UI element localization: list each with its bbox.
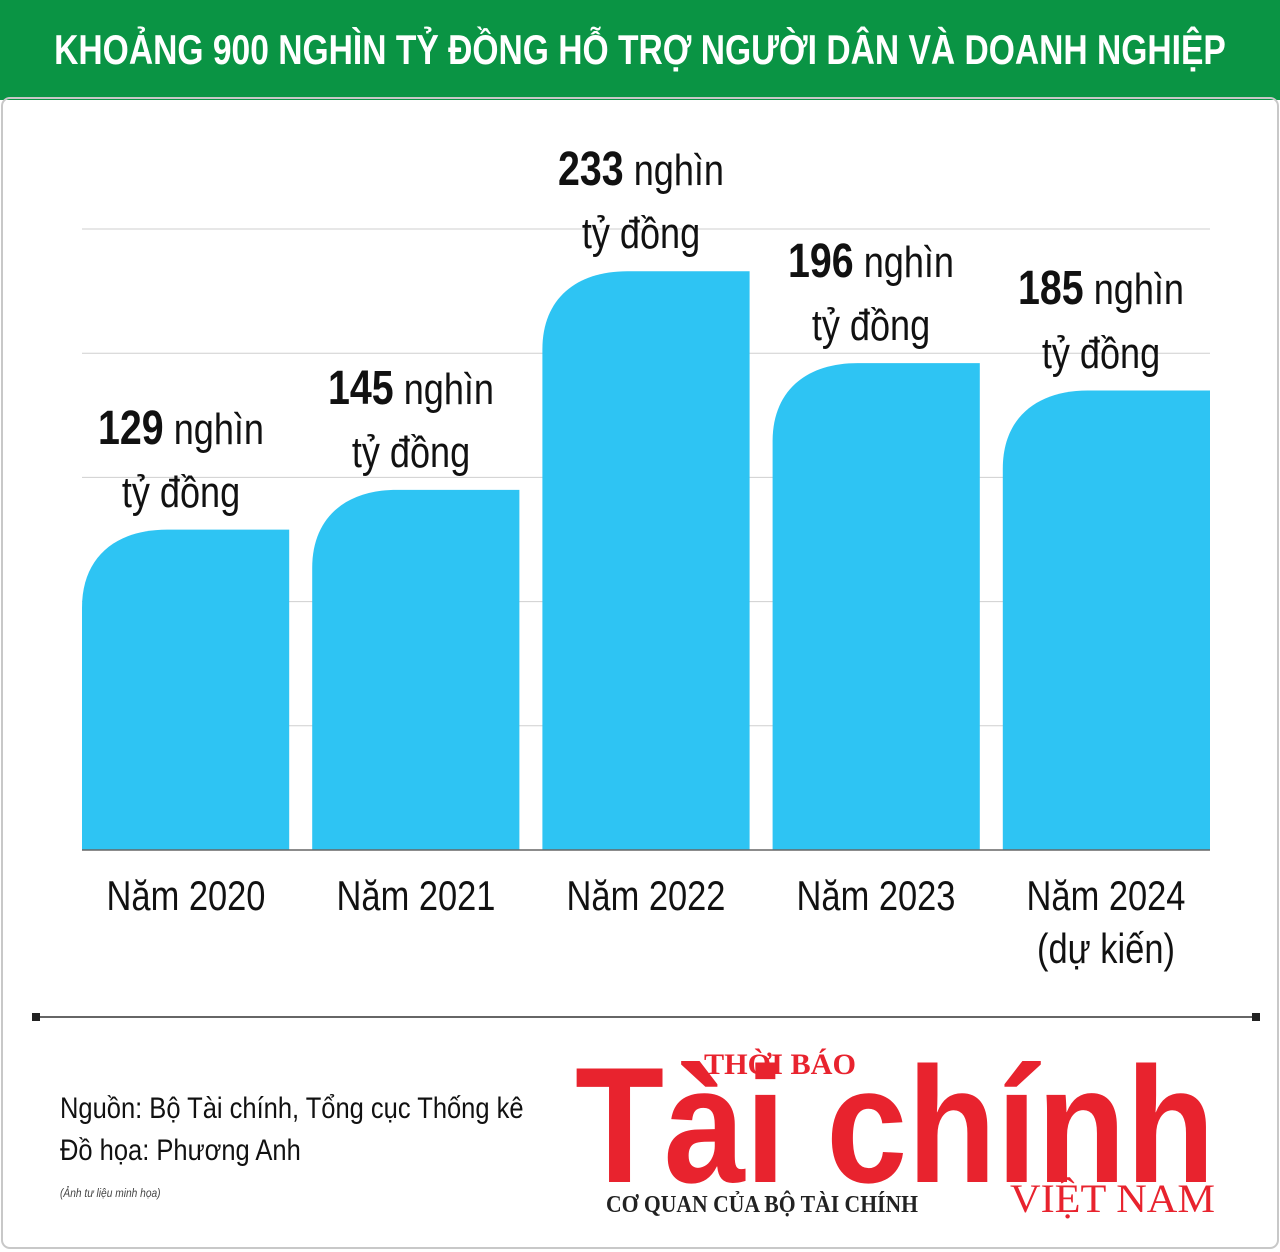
value-label: 233 nghìn tỷ đồng xyxy=(543,136,740,265)
source: Nguồn: Bộ Tài chính, Tổng cục Thống kê xyxy=(60,1092,524,1125)
x-tick-label: Năm 2021 xyxy=(336,872,496,919)
value-label: 185 nghìn tỷ đồng xyxy=(1003,256,1200,385)
logo-tagline: CƠ QUAN CỦA BỘ TÀI CHÍNH xyxy=(606,1192,918,1218)
logo-name: Tài chính xyxy=(575,1033,1215,1217)
frame xyxy=(1,97,1279,1249)
x-tick-label: Năm 2024 (dự kiến) xyxy=(1026,872,1186,972)
value-unit: nghìn tỷ đồng xyxy=(121,404,264,517)
bar xyxy=(772,363,980,850)
separator-dot xyxy=(1252,1013,1260,1021)
value-label: 129 nghìn tỷ đồng xyxy=(82,395,279,524)
x-tick-label: Năm 2022 xyxy=(566,872,726,919)
bar xyxy=(542,271,750,850)
value-label: 145 nghìn tỷ đồng xyxy=(312,355,509,484)
value-unit: nghìn tỷ đồng xyxy=(1042,265,1185,378)
separator-dot xyxy=(32,1013,40,1021)
logo-region: VIỆT NAM xyxy=(1010,1176,1215,1221)
bar xyxy=(82,529,290,850)
value-label: 196 nghìn tỷ đồng xyxy=(773,228,970,357)
value-number: 145 xyxy=(327,362,394,416)
value-unit: nghìn tỷ đồng xyxy=(351,365,494,478)
bar xyxy=(312,489,520,850)
note: (Ảnh tư liệu minh họa) xyxy=(60,1186,161,1200)
x-tick-label: Năm 2023 xyxy=(796,872,956,919)
value-number: 233 xyxy=(558,143,624,197)
value-number: 185 xyxy=(1018,262,1085,316)
bar xyxy=(1002,390,1210,850)
value-unit: nghìn tỷ đồng xyxy=(812,238,955,351)
title-band xyxy=(0,0,1280,100)
value-unit: nghìn tỷ đồng xyxy=(581,146,724,259)
x-tick-label: Năm 2020 xyxy=(106,872,266,919)
logo-kicker: THỜI BÁO xyxy=(704,1048,856,1081)
value-number: 129 xyxy=(97,401,164,455)
credit: Đồ họa: Phương Anh xyxy=(60,1134,301,1167)
title: KHOẢNG 900 NGHÌN TỶ ĐỒNG HỖ TRỢ NGƯỜI DÂ… xyxy=(54,26,1226,73)
value-number: 196 xyxy=(788,235,854,289)
